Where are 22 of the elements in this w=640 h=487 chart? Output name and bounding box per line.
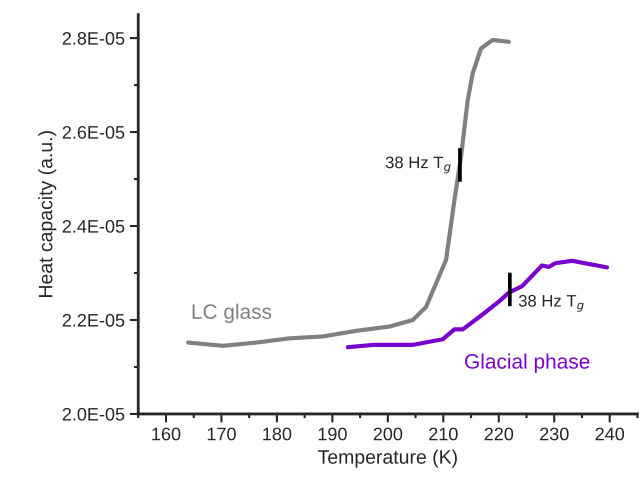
y-tick-label: 2.6E-05 [62, 126, 124, 139]
series-label: LC glass [192, 304, 272, 324]
annotation: 38 Hz T$_{g}$ [386, 156, 451, 174]
y-tick-label: 2.8E-05 [62, 32, 124, 45]
series-label: Glacial phase [465, 353, 590, 373]
y-tick-label: 2.4E-05 [62, 220, 124, 233]
x-tick-label: 170 [208, 428, 236, 440]
x-tick-label: 200 [374, 428, 402, 440]
y-axis-title: Heat capacity (a.u.) [38, 131, 56, 297]
x-tick-label: 240 [596, 428, 624, 440]
y-tick-label: 2.0E-05 [62, 408, 124, 421]
x-tick-label: 190 [318, 428, 347, 440]
x-tick-label: 230 [540, 428, 569, 440]
x-tick-label: 160 [152, 428, 180, 440]
x-axis-title: Temperature (K) [318, 450, 457, 468]
line-series [346, 258, 610, 350]
y-tick-label: 2.2E-05 [62, 314, 124, 327]
annotation: 38 Hz T$_{g}$ [518, 294, 584, 312]
x-tick-label: 210 [429, 428, 458, 440]
line-series [186, 38, 511, 348]
x-tick-label: 180 [263, 428, 292, 440]
x-tick-label: 220 [484, 428, 514, 440]
